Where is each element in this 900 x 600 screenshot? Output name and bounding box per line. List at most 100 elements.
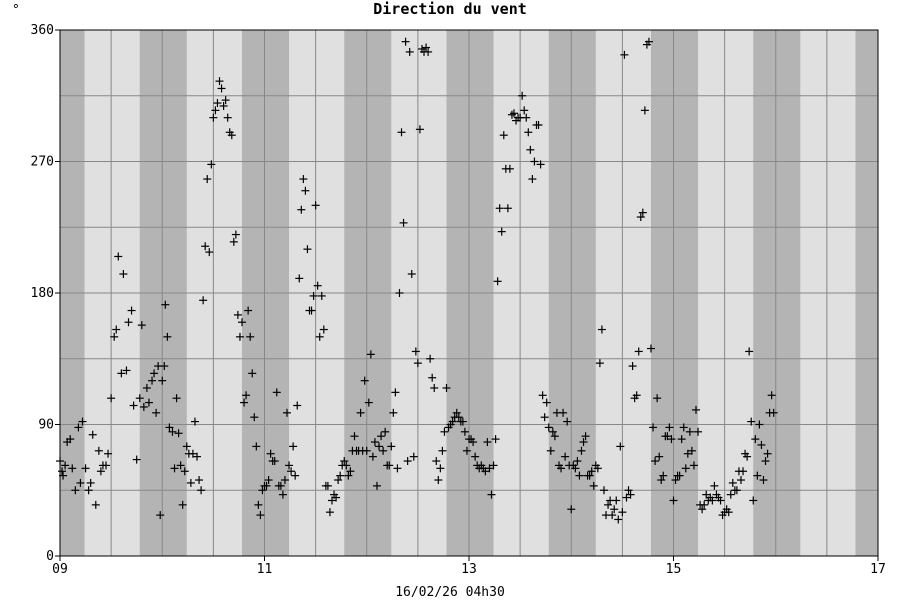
data-point bbox=[683, 449, 692, 458]
data-point bbox=[81, 464, 90, 473]
data-point bbox=[753, 471, 762, 480]
data-point bbox=[542, 398, 551, 407]
data-point bbox=[610, 505, 619, 514]
data-point bbox=[163, 332, 172, 341]
y-axis-ticks: 0 90 180 270 360 bbox=[31, 23, 60, 564]
data-point bbox=[471, 452, 480, 461]
data-point bbox=[96, 467, 105, 476]
data-point bbox=[252, 442, 261, 451]
data-point bbox=[207, 160, 216, 169]
data-point bbox=[546, 446, 555, 455]
data-point bbox=[148, 376, 157, 385]
data-point bbox=[743, 452, 752, 461]
data-point bbox=[160, 362, 169, 371]
data-point bbox=[679, 423, 688, 432]
data-point bbox=[616, 442, 625, 451]
data-point bbox=[276, 481, 285, 490]
data-point bbox=[460, 427, 469, 436]
data-point bbox=[323, 481, 332, 490]
data-point bbox=[375, 442, 384, 451]
data-point bbox=[195, 476, 204, 485]
data-point bbox=[282, 408, 291, 417]
data-point bbox=[285, 461, 294, 470]
data-point bbox=[669, 496, 678, 505]
data-point bbox=[203, 175, 212, 184]
data-point bbox=[250, 413, 259, 422]
y-tick-label: 270 bbox=[31, 155, 54, 170]
data-point bbox=[364, 398, 373, 407]
data-point bbox=[595, 359, 604, 368]
data-point bbox=[655, 452, 664, 461]
data-point bbox=[211, 106, 220, 115]
data-point bbox=[346, 467, 355, 476]
data-point bbox=[393, 464, 402, 473]
data-point bbox=[597, 325, 606, 334]
data-point bbox=[221, 96, 230, 105]
data-point bbox=[491, 435, 500, 444]
data-point bbox=[112, 325, 121, 334]
data-point bbox=[432, 457, 441, 466]
data-point bbox=[58, 467, 67, 476]
data-point bbox=[452, 408, 461, 417]
x-tick-label: 13 bbox=[461, 562, 477, 577]
data-point bbox=[659, 471, 668, 480]
data-point bbox=[219, 101, 228, 110]
data-point bbox=[59, 471, 68, 480]
data-point bbox=[104, 449, 113, 458]
y-tick-label: 360 bbox=[31, 23, 54, 38]
data-point bbox=[573, 457, 582, 466]
data-point bbox=[78, 417, 87, 426]
data-point bbox=[702, 490, 711, 499]
data-point bbox=[76, 478, 85, 487]
data-point bbox=[624, 486, 633, 495]
data-point bbox=[86, 478, 95, 487]
data-point bbox=[199, 296, 208, 305]
data-point bbox=[190, 417, 199, 426]
data-point bbox=[407, 270, 416, 279]
data-point bbox=[344, 471, 353, 480]
data-point bbox=[563, 417, 572, 426]
data-point bbox=[307, 306, 316, 315]
data-point bbox=[544, 423, 553, 432]
data-point bbox=[618, 508, 627, 517]
data-point bbox=[264, 476, 273, 485]
data-point bbox=[176, 461, 185, 470]
data-point bbox=[387, 442, 396, 451]
data-point bbox=[769, 408, 778, 417]
data-point bbox=[599, 486, 608, 495]
chart-footer-timestamp: 16/02/26 04h30 bbox=[395, 585, 505, 600]
data-point bbox=[137, 321, 146, 330]
data-point bbox=[254, 500, 263, 509]
x-tick-label: 11 bbox=[257, 562, 273, 577]
data-point bbox=[395, 289, 404, 297]
data-point bbox=[636, 213, 645, 222]
data-point bbox=[325, 508, 334, 517]
data-point bbox=[440, 427, 449, 436]
data-point bbox=[755, 420, 764, 429]
data-point bbox=[397, 128, 406, 137]
data-point bbox=[372, 481, 381, 490]
data-point bbox=[663, 432, 672, 441]
data-point bbox=[497, 227, 506, 236]
data-point bbox=[235, 332, 244, 341]
data-point bbox=[579, 438, 588, 447]
data-point bbox=[628, 362, 637, 371]
data-point bbox=[315, 332, 324, 341]
data-point bbox=[649, 423, 658, 432]
data-point bbox=[726, 490, 735, 499]
data-point bbox=[608, 511, 617, 520]
data-point bbox=[205, 248, 214, 257]
data-point bbox=[651, 457, 660, 466]
data-point bbox=[675, 471, 684, 480]
data-point bbox=[272, 388, 281, 397]
data-point bbox=[657, 476, 666, 485]
data-point bbox=[442, 383, 451, 392]
data-point bbox=[614, 515, 623, 524]
x-tick-label: 09 bbox=[52, 562, 68, 577]
data-point bbox=[653, 394, 662, 403]
data-point bbox=[231, 230, 240, 239]
data-point bbox=[170, 464, 179, 473]
data-point bbox=[174, 429, 183, 438]
data-point bbox=[327, 496, 336, 505]
